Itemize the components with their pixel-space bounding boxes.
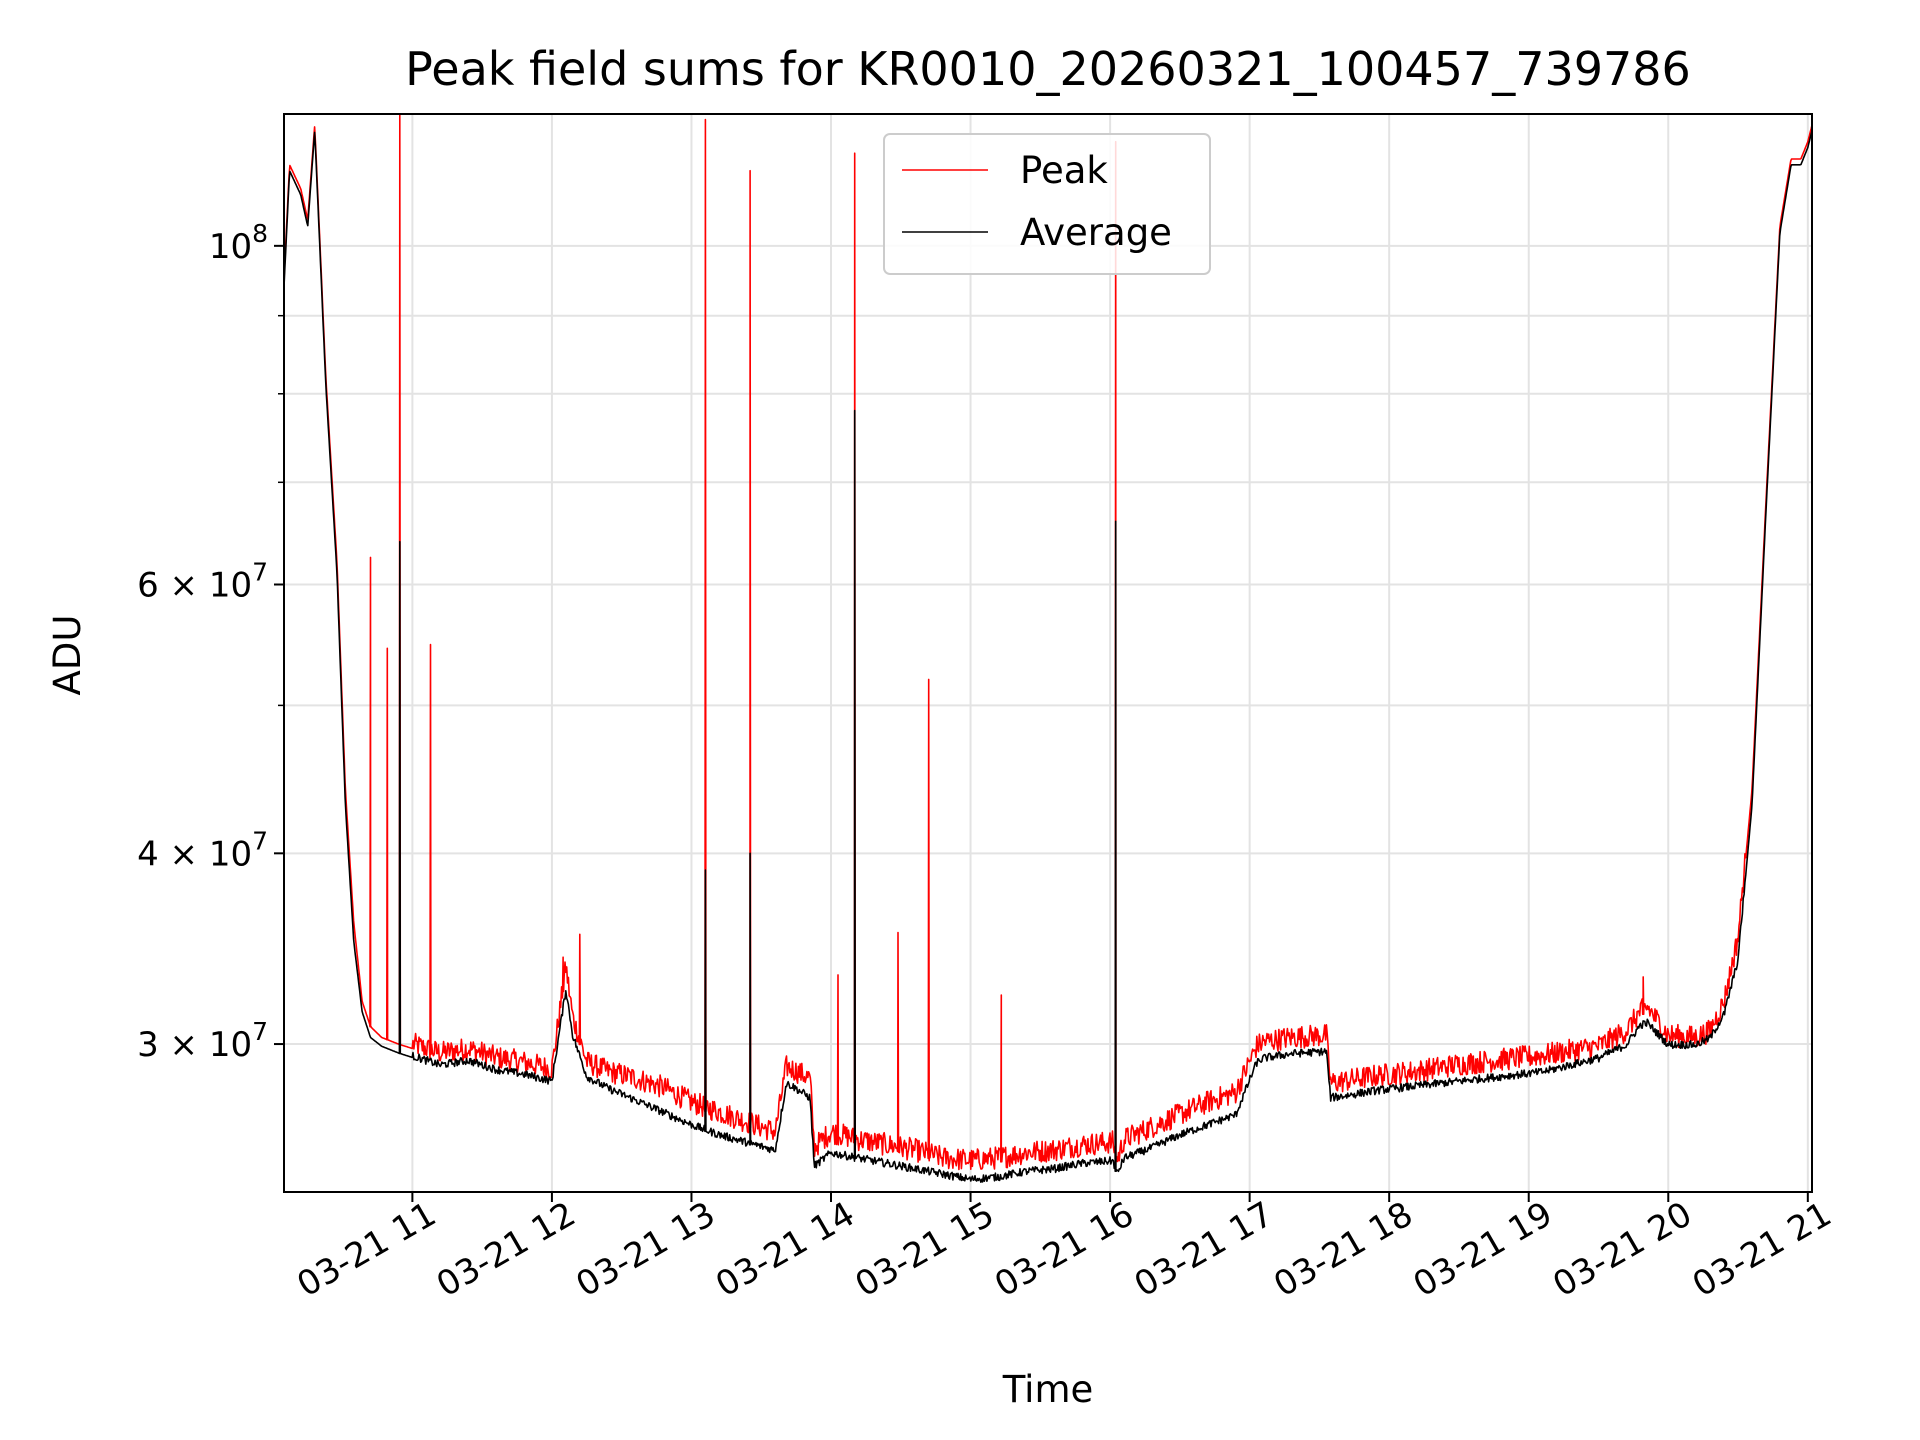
series-line-average xyxy=(284,130,1812,1183)
y-tick-base: 10 xyxy=(209,227,252,267)
y-tick-base: 10 xyxy=(209,566,252,606)
y-tick-label: 6 × 107 xyxy=(137,558,268,606)
y-tick-label: 4 × 107 xyxy=(137,826,268,874)
y-tick-base: 4 × xyxy=(137,834,209,874)
y-tick-base: 6 × xyxy=(137,566,209,606)
y-tick-exponent: 7 xyxy=(252,826,268,855)
y-tick-base: 10 xyxy=(209,834,252,874)
series-line-peak xyxy=(284,114,1812,1171)
y-tick-base: 10 xyxy=(209,1025,252,1065)
legend: Peak Average xyxy=(883,133,1211,275)
y-axis-label: ADU xyxy=(46,615,89,696)
y-tick-label: 3 × 107 xyxy=(137,1017,268,1065)
series-layer xyxy=(284,114,1812,1183)
legend-peak-label: Peak xyxy=(1020,149,1108,192)
plot-frame xyxy=(283,113,1813,1193)
legend-average-label: Average xyxy=(1020,211,1172,254)
y-tick-label: 108 xyxy=(209,219,268,267)
legend-box xyxy=(883,133,1211,275)
y-tick-exponent: 7 xyxy=(252,558,268,587)
x-axis-label: Time xyxy=(1002,1368,1094,1411)
y-tick-exponent: 7 xyxy=(252,1017,268,1046)
y-tick-base: 3 × xyxy=(137,1025,209,1065)
y-tick-exponent: 8 xyxy=(252,219,268,248)
chart-title: Peak field sums for KR0010_20260321_1004… xyxy=(405,42,1691,96)
